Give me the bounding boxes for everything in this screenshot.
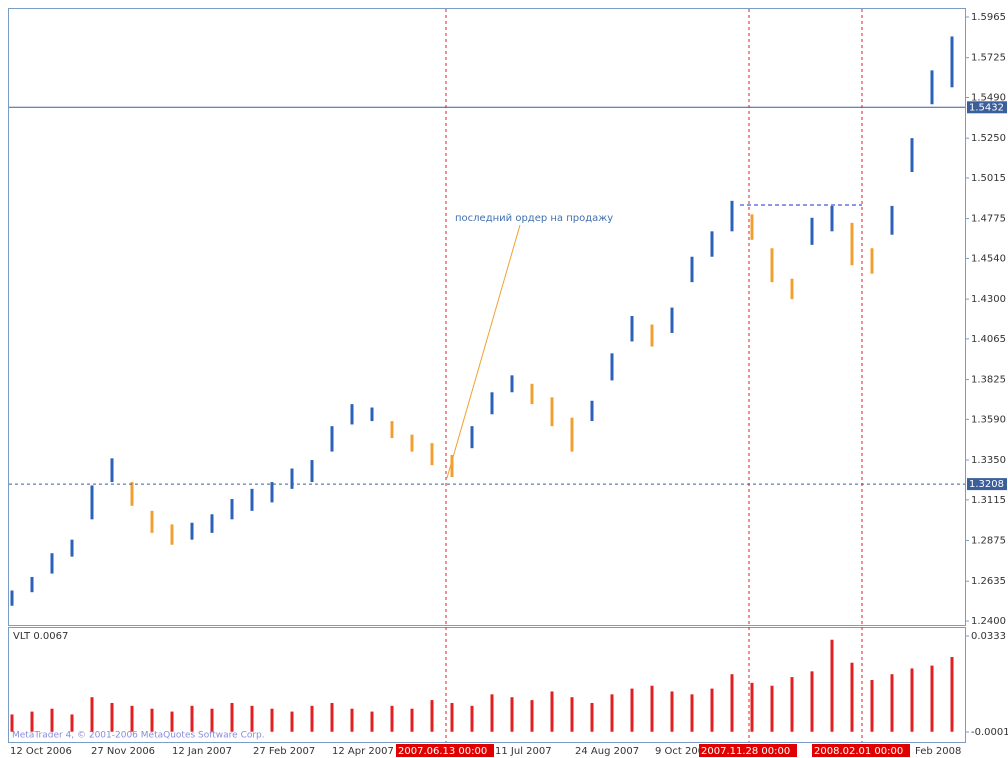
price-label: 1.3208	[969, 479, 1004, 490]
volatility-bar	[470, 705, 474, 732]
annotation: последний ордер на продажу	[455, 213, 613, 224]
y-tick-label: 1.3115	[971, 495, 1006, 506]
volatility-bar	[450, 702, 454, 732]
y-tick-label: 1.2635	[971, 576, 1006, 587]
volatility-bar	[550, 691, 554, 732]
volatility-bar	[50, 708, 54, 732]
date-label: 2007.06.13 00:00	[398, 746, 487, 757]
volatility-bar	[730, 674, 734, 732]
y-tick-label: 1.4300	[971, 294, 1006, 305]
date-label-box	[812, 744, 910, 757]
volatility-bar	[390, 705, 394, 732]
y-tick-label: 1.5250	[971, 133, 1006, 144]
volatility-bar	[210, 708, 214, 732]
volatility-bar	[90, 697, 94, 732]
volatility-bar	[830, 639, 834, 732]
date-label-box	[396, 744, 494, 757]
volatility-bar	[30, 711, 34, 732]
volatility-bar	[590, 702, 594, 732]
y-tick-label: 1.5490	[971, 92, 1006, 103]
date-label: 2008.02.01 00:00	[814, 746, 903, 757]
volatility-bar	[130, 705, 134, 732]
x-tick-label: 12 Jan 2007	[172, 746, 232, 757]
volatility-bar	[810, 671, 814, 732]
x-tick-label: 11 Jul 2007	[495, 746, 552, 757]
annotation-pointer	[446, 224, 521, 479]
volatility-bar	[570, 697, 574, 732]
price-label-box	[967, 101, 1007, 114]
y-tick-label: 1.3350	[971, 455, 1006, 466]
volatility-bar	[250, 705, 254, 732]
volatility-bar	[610, 694, 614, 732]
x-tick-label: 12 Oct 2006	[10, 746, 72, 757]
volatility-bar	[750, 682, 754, 732]
volatility-bar	[770, 685, 774, 732]
volatility-bar	[350, 708, 354, 732]
volatility-bar	[710, 688, 714, 732]
volatility-bar	[270, 708, 274, 732]
volatility-bar	[670, 691, 674, 732]
y-tick-label: 1.4775	[971, 214, 1006, 225]
volatility-bar	[930, 665, 934, 732]
x-tick-label: 9 Oct 2007	[655, 746, 710, 757]
volatility-bar	[690, 694, 694, 732]
y-tick-label: -0.0001	[971, 727, 1008, 738]
volatility-bar	[850, 662, 854, 732]
y-tick-label: 1.2400	[971, 616, 1006, 627]
volatility-bar	[410, 708, 414, 732]
volatility-bar	[630, 688, 634, 732]
volatility-bar	[950, 656, 954, 732]
y-tick-label: 1.5725	[971, 53, 1006, 64]
volatility-bar	[370, 711, 374, 732]
y-tick-label: 1.5965	[971, 12, 1006, 23]
x-tick-label: 24 Aug 2007	[575, 746, 639, 757]
volatility-bar	[650, 685, 654, 732]
y-tick-label: 1.4540	[971, 253, 1006, 264]
volatility-bar	[10, 714, 14, 732]
volatility-bar	[890, 674, 894, 732]
indicator-title: VLT 0.0067	[13, 631, 68, 642]
volatility-bar	[430, 700, 434, 732]
volatility-bar	[910, 668, 914, 732]
volatility-bar	[110, 702, 114, 732]
volatility-bar	[330, 702, 334, 732]
date-label-box	[699, 744, 797, 757]
volatility-bar	[170, 711, 174, 732]
x-tick-label: Feb 2008	[915, 746, 961, 757]
volatility-bar	[290, 711, 294, 732]
price-label: 1.5432	[969, 102, 1004, 113]
volatility-bar	[490, 694, 494, 732]
volatility-bar	[510, 697, 514, 732]
x-tick-label: 27 Feb 2007	[253, 746, 315, 757]
date-label: 2007.11.28 00:00	[701, 746, 790, 757]
volatility-bar	[790, 677, 794, 732]
volatility-bar	[190, 705, 194, 732]
y-tick-label: 1.2875	[971, 536, 1006, 547]
x-tick-label: 12 Apr 2007	[332, 746, 394, 757]
volatility-bar	[230, 702, 234, 732]
volatility-bar	[70, 714, 74, 732]
main-panel	[8, 8, 966, 626]
volatility-bar	[870, 679, 874, 732]
volatility-bar	[530, 700, 534, 732]
volatility-bar	[310, 705, 314, 732]
y-tick-label: 1.4065	[971, 334, 1006, 345]
y-tick-label: 1.3590	[971, 414, 1006, 425]
y-tick-label: 1.3825	[971, 375, 1006, 386]
price-label-box	[967, 478, 1007, 491]
y-tick-label: 0.0333	[971, 631, 1006, 642]
volatility-bar	[150, 708, 154, 732]
indicator-panel	[8, 627, 966, 743]
y-tick-label: 1.5015	[971, 173, 1006, 184]
x-tick-label: 27 Nov 2006	[91, 746, 155, 757]
watermark: MetaTrader 4, © 2001-2006 MetaQuotes Sof…	[12, 731, 265, 741]
